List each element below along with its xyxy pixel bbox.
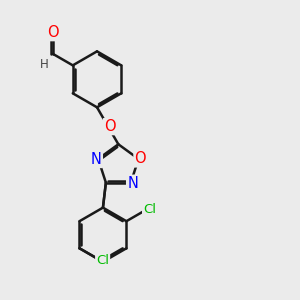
Text: Cl: Cl [143,203,156,216]
Text: O: O [104,119,116,134]
Text: N: N [127,176,138,191]
Text: O: O [47,25,59,40]
Text: O: O [134,152,146,166]
Text: H: H [40,58,49,70]
Text: Cl: Cl [96,254,109,267]
Text: N: N [91,152,102,167]
